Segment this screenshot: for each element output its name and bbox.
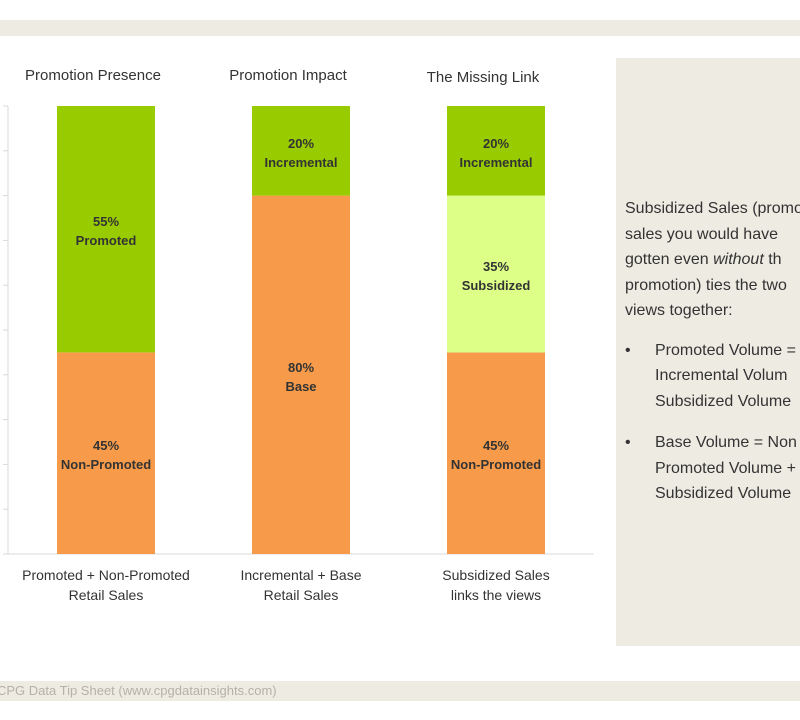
bar-segment <box>447 106 545 196</box>
data-label: Promoted <box>76 233 137 248</box>
category-label: Retail Sales <box>264 587 339 603</box>
list-item: • Promoted Volume = Incremental Volum Sub… <box>625 338 800 415</box>
explanation-content: Subsidized Sales (promo sales you would … <box>625 196 800 523</box>
data-label: 20% <box>483 136 509 151</box>
category-label: Retail Sales <box>69 587 144 603</box>
category-label: links the views <box>451 587 541 603</box>
footer-text: CPG Data Tip Sheet (www.cpgdatainsights.… <box>0 683 277 698</box>
explanation-panel: Subsidized Sales (promo sales you would … <box>616 58 800 646</box>
data-label: 80% <box>288 360 314 375</box>
data-label: 35% <box>483 259 509 274</box>
data-label: 20% <box>288 136 314 151</box>
data-label: Non-Promoted <box>61 457 151 472</box>
data-label: Non-Promoted <box>451 457 541 472</box>
data-label: Incremental <box>460 155 533 170</box>
chart-title: The Missing Link <box>427 69 540 86</box>
bar-segment <box>447 195 545 353</box>
data-label: Incremental <box>265 155 338 170</box>
bar-segment <box>252 106 350 196</box>
data-label: 55% <box>93 214 119 229</box>
data-label: 45% <box>93 438 119 453</box>
bar-segment <box>57 352 155 554</box>
top-band <box>0 20 800 36</box>
list-item: • Base Volume = Non Promoted Volume + Sub… <box>625 430 800 507</box>
bar-segment <box>447 352 545 554</box>
bar-segment <box>57 106 155 353</box>
footer-band <box>0 681 800 701</box>
category-label: Promoted + Non-Promoted <box>22 567 190 583</box>
chart-title: Promotion Presence <box>25 67 161 84</box>
emphasis-text: without <box>713 251 764 268</box>
data-label: Subsidized <box>462 278 531 293</box>
list-item-text: Promoted Volume = Incremental Volum Subs… <box>655 341 796 410</box>
stacked-bar-chart: Promotion Presence 45% Non-Promoted 55% Prom… <box>3 67 594 603</box>
category-label: Incremental + Base <box>240 567 361 583</box>
list-item-text: Base Volume = Non Promoted Volume + Subs… <box>655 434 797 502</box>
chart-title: Promotion Impact <box>229 67 347 84</box>
data-label: 45% <box>483 438 509 453</box>
bar-segment <box>252 195 350 554</box>
explanation-intro: Subsidized Sales (promo sales you would … <box>625 200 800 319</box>
bullet-icon: • <box>625 434 631 451</box>
category-label: Subsidized Sales <box>442 567 549 583</box>
bullet-icon: • <box>625 341 631 359</box>
data-label: Base <box>285 379 316 394</box>
explanation-list: • Promoted Volume = Incremental Volum Sub… <box>625 338 800 507</box>
